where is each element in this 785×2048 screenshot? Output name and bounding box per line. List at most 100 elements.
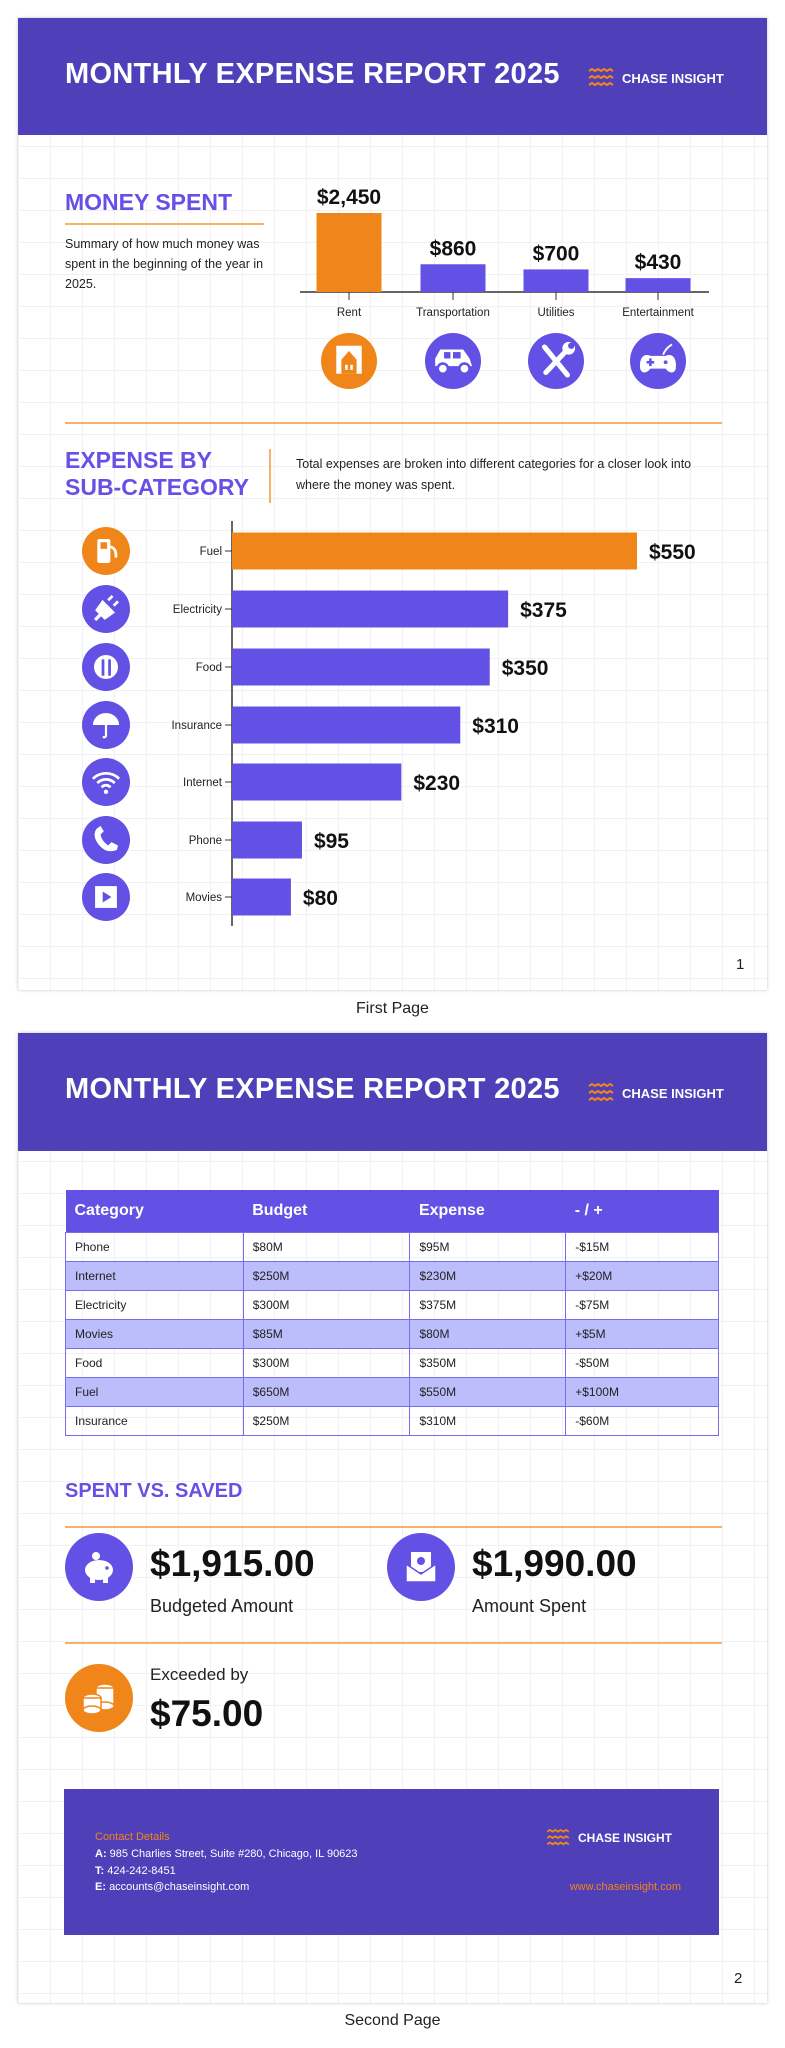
wave-logo-icon (588, 68, 614, 87)
category-label: Fuel (200, 546, 222, 558)
bar-value-label: $430 (635, 251, 682, 274)
car-icon (425, 333, 481, 389)
brand-name: CHASE INSIGHT (578, 1831, 673, 1845)
money-envelope-icon (387, 1533, 455, 1601)
spent-vs-saved-heading: SPENT VS. SAVED (65, 1480, 243, 1502)
wifi-icon (82, 758, 130, 806)
table-cell: +$100M (565, 1376, 719, 1407)
table-row: Phone $80M $95M -$15M (65, 1231, 719, 1262)
utensils-icon (82, 643, 130, 691)
table-cell: -$75M (565, 1289, 719, 1320)
page-caption: First Page (356, 1000, 429, 1017)
contact-footer: Contact Details A: 985 Charlies Street, … (64, 1789, 719, 1935)
column-header: Expense (409, 1190, 566, 1232)
table-cell: Phone (65, 1231, 244, 1262)
wave-logo-icon (546, 1829, 570, 1846)
brand-logo: CHASE INSIGHT (588, 68, 724, 88)
table-cell: Movies (65, 1318, 244, 1349)
table-cell: Insurance (65, 1405, 244, 1436)
address-text: 985 Charlies Street, Suite #280, Chicago… (109, 1848, 358, 1860)
money-spent-summary: Summary of how much money was spent in t… (65, 237, 264, 291)
report-title: MONTHLY EXPENSE REPORT 2025 (65, 58, 560, 90)
bar-movies (232, 878, 291, 916)
table-row: Internet $250M $230M +$20M (65, 1260, 719, 1291)
budgeted-amount-label: Budgeted Amount (150, 1596, 294, 1616)
category-label: Movies (186, 892, 223, 904)
fuel-pump-icon (82, 527, 130, 575)
table-row: Insurance $250M $310M -$60M (65, 1405, 719, 1436)
bar-value-label: $350 (502, 657, 549, 680)
sub-category-description: Total expenses are broken into different… (296, 457, 692, 492)
address-prefix: A: (95, 1848, 107, 1860)
table-cell: $250M (242, 1405, 411, 1436)
table-cell: $250M (242, 1260, 411, 1291)
table-row: Movies $85M $80M +$5M (65, 1318, 719, 1349)
category-label: Internet (183, 777, 223, 789)
phone-text: 424-242-8451 (107, 1865, 176, 1877)
category-label: Rent (337, 307, 362, 319)
category-label: Entertainment (622, 307, 694, 319)
film-icon (82, 873, 130, 921)
bar-value-label: $95 (314, 830, 349, 853)
brand-logo: CHASE INSIGHT (546, 1829, 672, 1847)
category-label: Phone (189, 835, 222, 847)
website-link[interactable]: www.chaseinsight.com (569, 1881, 681, 1893)
table-cell: $650M (242, 1376, 411, 1407)
table-cell: -$15M (565, 1231, 719, 1262)
contact-address: A: 985 Charlies Street, Suite #280, Chic… (95, 1848, 358, 1860)
report-header: MONTHLY EXPENSE REPORT 2025 CHASE INSIGH… (18, 1033, 767, 1151)
bar-utilities (523, 269, 589, 292)
house-icon (321, 333, 377, 389)
divider (65, 1642, 722, 1644)
table-cell: +$5M (565, 1318, 719, 1349)
email-prefix: E: (95, 1881, 106, 1893)
category-label: Food (196, 662, 222, 674)
brand-logo: CHASE INSIGHT (588, 1083, 724, 1103)
gamepad-icon (630, 333, 686, 389)
contact-heading: Contact Details (95, 1831, 170, 1843)
exceeded-by-label: Exceeded by (150, 1665, 249, 1684)
money-spent-heading: MONEY SPENT (65, 189, 232, 215)
table-cell: $300M (242, 1289, 411, 1320)
table-cell: -$50M (565, 1347, 719, 1378)
table-cell: $350M (409, 1347, 567, 1378)
page-2: MONTHLY EXPENSE REPORT 2025 CHASE INSIGH… (18, 1033, 767, 2003)
exceeded-by-value: $75.00 (150, 1693, 264, 1734)
sub-category-bar-chart: $550 Fuel $375 Electricity $350 Food $310 Insur… (82, 521, 696, 926)
coins-icon (65, 1664, 133, 1732)
contact-phone: T: 424-242-8451 (95, 1865, 176, 1877)
page-number: 2 (734, 1970, 743, 1987)
section-divider (65, 422, 722, 424)
column-header: Budget (243, 1190, 410, 1232)
table-cell: $375M (409, 1289, 567, 1320)
wave-logo-icon (588, 1083, 614, 1102)
bar-value-label: $230 (413, 772, 460, 795)
page-number: 1 (736, 956, 745, 973)
bar-entertainment (625, 278, 691, 292)
table-cell: Internet (65, 1260, 244, 1291)
budgeted-amount-value: $1,915.00 (150, 1543, 315, 1584)
table-cell: $80M (242, 1231, 411, 1262)
umbrella-icon (82, 701, 130, 749)
phone-icon (82, 816, 130, 864)
bar-value-label: $2,450 (317, 186, 381, 209)
divider (65, 1526, 722, 1528)
sub-category-heading-line2: SUB-CATEGORY (65, 474, 249, 500)
bar-value-label: $310 (472, 715, 519, 738)
bar-value-label: $375 (520, 599, 567, 622)
tools-icon (528, 333, 584, 389)
brand-name: CHASE INSIGHT (622, 70, 724, 86)
divider (65, 223, 264, 225)
vertical-divider (269, 449, 271, 503)
email-link[interactable]: accounts@chaseinsight.com (109, 1881, 250, 1893)
table-cell: $95M (409, 1231, 567, 1262)
table-cell: $550M (409, 1376, 567, 1407)
category-label: Insurance (171, 720, 222, 732)
table-cell: Food (65, 1347, 244, 1378)
table-header-row: Category Budget Expense - / + (65, 1190, 719, 1232)
table-cell: +$20M (565, 1260, 719, 1291)
category-label: Transportation (416, 307, 490, 319)
table-cell: $230M (409, 1260, 567, 1291)
table-cell: $80M (409, 1318, 567, 1349)
page-caption: Second Page (344, 2012, 441, 2029)
